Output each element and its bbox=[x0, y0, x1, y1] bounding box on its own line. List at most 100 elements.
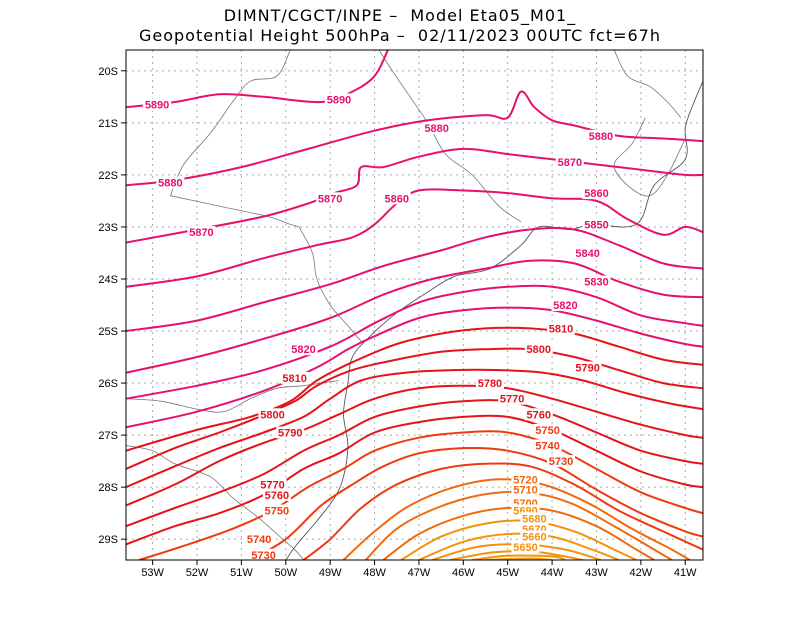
contour-5840 bbox=[126, 259, 703, 374]
contour-label-bg bbox=[289, 343, 318, 356]
contour-5750 bbox=[138, 430, 703, 560]
contour-label: 5740 bbox=[535, 441, 559, 453]
y-tick-label: 25S bbox=[98, 326, 118, 338]
contour-label-bg bbox=[524, 343, 553, 356]
contour-label: 5820 bbox=[553, 300, 577, 312]
y-tick-label: 21S bbox=[98, 118, 118, 130]
y-tick-label: 26S bbox=[98, 378, 118, 390]
contour-label-bg bbox=[143, 98, 172, 111]
contour-5780 bbox=[126, 384, 703, 507]
contour-label-bg bbox=[555, 155, 584, 168]
contour-5870 bbox=[126, 147, 703, 244]
y-tick-label: 24S bbox=[98, 274, 118, 286]
state-boundary bbox=[378, 50, 522, 223]
title-line-2: Geopotential Height 500hPa – 02/11/2023 … bbox=[138, 26, 661, 45]
contour-label-bg bbox=[511, 473, 540, 486]
contour-label: 5800 bbox=[527, 344, 551, 356]
x-tick-label: 47W bbox=[408, 567, 431, 579]
contour-label: 5890 bbox=[327, 94, 351, 106]
state-boundary bbox=[126, 380, 340, 413]
contour-label-bg bbox=[573, 246, 602, 259]
contour-label: 5880 bbox=[589, 131, 613, 143]
contour-label-bg bbox=[280, 371, 309, 384]
contour-labels: 5890 5890 5880 5880 5880 5870 5870 5870 5860 5860… bbox=[143, 93, 615, 562]
state-boundary bbox=[613, 50, 682, 118]
contour-label-bg bbox=[546, 455, 575, 468]
contour-label-bg bbox=[187, 226, 216, 239]
contour-label: 5760 bbox=[527, 409, 551, 421]
contour-label-bg bbox=[573, 361, 602, 374]
contour-label: 5790 bbox=[278, 428, 302, 440]
x-tick-label: 44W bbox=[541, 567, 564, 579]
contour-label-bg bbox=[475, 377, 504, 390]
contour-label-bg bbox=[546, 322, 575, 335]
contour-label: 5790 bbox=[575, 362, 599, 374]
y-tick-label: 22S bbox=[98, 170, 118, 182]
contour-label-bg bbox=[520, 530, 549, 543]
contour-label-bg bbox=[498, 392, 527, 405]
x-tick-label: 53W bbox=[141, 567, 164, 579]
contour-label: 5770 bbox=[260, 480, 284, 492]
contour-label: 5840 bbox=[575, 248, 599, 260]
height-contours bbox=[126, 50, 703, 560]
y-tick-label: 27S bbox=[98, 430, 118, 442]
contour-label: 5720 bbox=[513, 474, 537, 486]
contour-label: 5770 bbox=[500, 394, 524, 406]
x-tick-label: 50W bbox=[274, 567, 297, 579]
axes: 53W 52W 51W 50W 49W 48W 47W 46W 45W 44W 43W 42W 41W 2… bbox=[98, 66, 697, 579]
y-tick-label: 20S bbox=[98, 66, 118, 78]
contour-label-bg bbox=[511, 483, 540, 496]
coastline bbox=[285, 81, 703, 560]
x-tick-label: 42W bbox=[630, 567, 653, 579]
contour-label: 5740 bbox=[247, 534, 271, 546]
contour-label: 5810 bbox=[549, 323, 573, 335]
x-tick-label: 48W bbox=[363, 567, 386, 579]
contour-label-bg bbox=[258, 478, 287, 491]
contour-label-bg bbox=[245, 533, 274, 546]
contour-label: 5780 bbox=[478, 378, 502, 390]
contour-5800 bbox=[126, 347, 703, 470]
contour-5890 bbox=[126, 50, 389, 109]
x-tick-label: 52W bbox=[186, 567, 209, 579]
state-boundary bbox=[298, 226, 362, 342]
contour-5650 bbox=[472, 554, 566, 560]
state-boundary bbox=[170, 50, 291, 196]
contour-label: 5750 bbox=[265, 506, 289, 518]
contour-label: 5850 bbox=[584, 219, 608, 231]
contour-label: 5860 bbox=[385, 193, 409, 205]
contour-label: 5660 bbox=[522, 532, 546, 544]
contour-5760 bbox=[126, 414, 703, 546]
contour-5860 bbox=[126, 188, 703, 288]
contour-label-bg bbox=[524, 408, 553, 421]
contour-5820 bbox=[126, 306, 703, 429]
contour-label-bg bbox=[551, 299, 580, 311]
x-tick-label: 51W bbox=[230, 567, 253, 579]
x-tick-label: 41W bbox=[674, 567, 697, 579]
contour-label: 5880 bbox=[158, 178, 182, 190]
contour-label: 5870 bbox=[558, 157, 582, 169]
contour-label-bg bbox=[511, 540, 540, 553]
contour-label: 5760 bbox=[265, 490, 289, 502]
contour-label: 5880 bbox=[424, 123, 448, 135]
contour-label: 5820 bbox=[291, 344, 315, 356]
x-tick-label: 46W bbox=[452, 567, 475, 579]
contour-label: 5650 bbox=[513, 542, 537, 554]
contour-label-bg bbox=[325, 93, 354, 106]
y-tick-label: 28S bbox=[98, 482, 118, 494]
contour-5790 bbox=[126, 368, 703, 489]
contour-label-bg bbox=[316, 192, 345, 205]
contour-label-bg bbox=[249, 548, 278, 561]
x-tick-label: 43W bbox=[585, 567, 608, 579]
contour-label-bg bbox=[582, 187, 611, 200]
contour-label-bg bbox=[533, 439, 562, 452]
contour-5850 bbox=[126, 227, 703, 332]
contour-label-bg bbox=[520, 512, 549, 525]
contour-label-bg bbox=[422, 122, 451, 135]
contour-5740 bbox=[249, 446, 703, 560]
contour-label: 5870 bbox=[318, 193, 342, 205]
contour-label: 5730 bbox=[549, 456, 573, 468]
y-tick-label: 29S bbox=[98, 534, 118, 546]
plot-frame bbox=[125, 49, 704, 561]
y-tick-label: 23S bbox=[98, 222, 118, 234]
contour-label-bg bbox=[382, 192, 411, 205]
